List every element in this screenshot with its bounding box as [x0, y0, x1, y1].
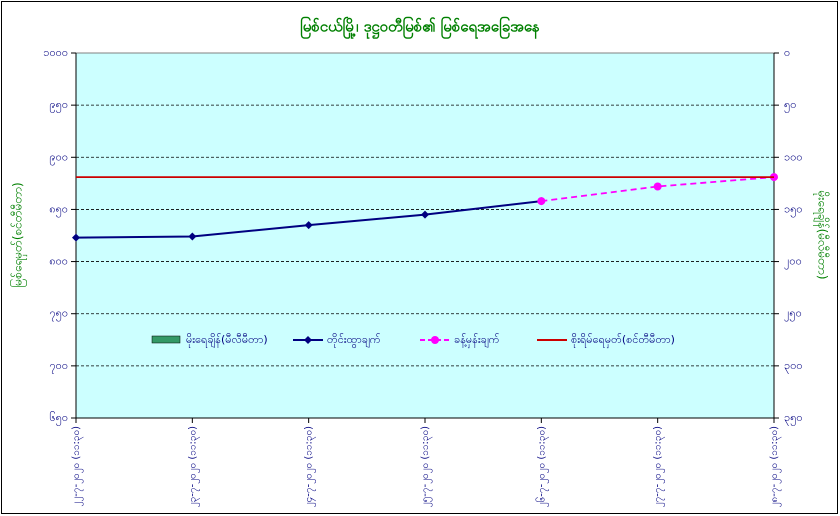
- series-line: [541, 176, 775, 202]
- marker: [72, 233, 80, 242]
- y2-tick-label: ၃၀၀: [784, 359, 803, 374]
- x-tick-label: ၂၂-၇-၂၀၂၀ (၁၁:၃၀): [71, 426, 84, 507]
- y2-tick-label: ၅၀: [784, 98, 796, 113]
- marker: [421, 210, 429, 219]
- legend-marker: [304, 336, 312, 344]
- y-tick-label: ၈၀၀: [49, 255, 68, 268]
- y2-tick-label: ၃၅၀: [784, 411, 803, 426]
- legend-label: တိုင်းထွာချက်: [327, 333, 381, 348]
- legend-label: ခန့်မှန်းချက်: [454, 333, 500, 348]
- y-tick-label: ၉၀၀: [49, 150, 68, 165]
- y-tick-label: ၉၅၀: [49, 98, 68, 113]
- y-tick-label: ၇၀၀: [49, 359, 68, 374]
- x-tick-label: ၂၈-၇-၂၀၂၀ (၁၁:၃၀): [769, 426, 782, 507]
- x-tick-label: ၂၇-၇-၂၀၂၀ (၁၁:၃၀): [653, 426, 666, 507]
- legend-label: မိုးရေချိန်(မီလီမီတာ): [186, 333, 268, 348]
- y2-tick-label: ၂၅၀: [784, 307, 802, 322]
- x-tick-label: ၂၅-၇-၂၀၂၀ (၁၁:၃၀): [420, 426, 433, 507]
- marker: [653, 182, 662, 191]
- x-tick-label: ၂၆-၇-၂၀၂၀ (၁၁:၃၀): [534, 426, 549, 507]
- x-tick-label: ၂၃-၇-၂၀၂၀ (၁၁:၃၀): [187, 426, 200, 507]
- y-tick-label: ၁၀၀၀: [43, 46, 68, 59]
- marker: [537, 197, 546, 206]
- y-axis-label: မြစ်ရေမှတ်(စင်တီမီတာ): [9, 182, 28, 288]
- legend-label: စိုးရိမ်ရေမှတ်(စင်တီမီတာ): [571, 333, 675, 348]
- marker: [188, 232, 197, 241]
- y-tick-label: ၇၅၀: [49, 307, 68, 322]
- y2-tick-label: ၁၀၀: [784, 150, 803, 163]
- y2-tick-label: ၀: [784, 46, 790, 59]
- legend-marker: [431, 336, 439, 344]
- marker: [304, 221, 313, 230]
- y-tick-label: ၆၅၀: [49, 411, 68, 426]
- x-tick-label: ၂၄-၇-၂၀၂၀ (၁၁:၃၀): [304, 426, 317, 507]
- y-tick-label: ၈၅၀: [49, 202, 68, 217]
- y2-tick-label: ၂၀၀: [784, 255, 802, 270]
- plot-area: [75, 52, 775, 419]
- y2-tick-label: ၁၅၀: [784, 202, 803, 217]
- y2-axis-label: မိုးရေချိန်(မီလီမီတာ): [813, 190, 831, 279]
- legend-swatch: [151, 335, 181, 344]
